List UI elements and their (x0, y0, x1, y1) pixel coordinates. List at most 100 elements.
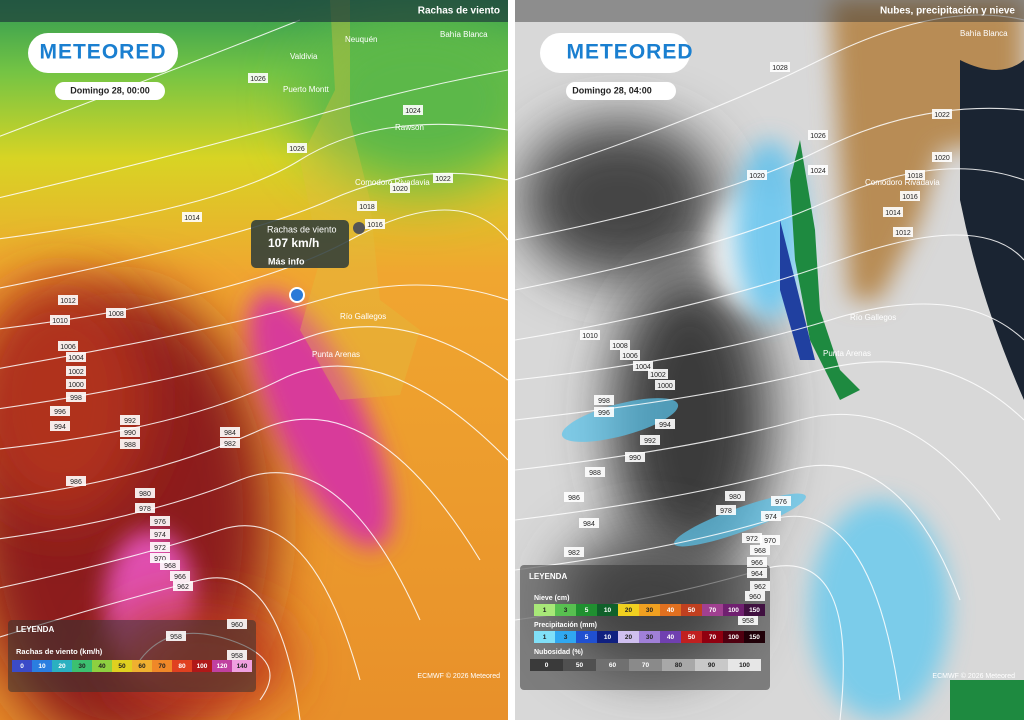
isobar-label: 1012 (60, 298, 76, 305)
isobar-label: 994 (659, 422, 671, 429)
legend-value: 5 (585, 634, 589, 641)
legend-title: LEYENDA (529, 572, 567, 581)
isobar-label-bg (770, 62, 790, 72)
legend-subtitle: Nubosidad (%) (534, 649, 583, 656)
isobar-label: 972 (746, 536, 758, 543)
isobar-label: 1000 (68, 382, 84, 389)
isobar-label-bg (747, 568, 767, 578)
legend-swatch (681, 631, 702, 643)
legend-swatch (534, 631, 555, 643)
isobar-label: 1004 (635, 364, 651, 371)
place-label: Río Gallegos (340, 312, 386, 321)
isobar-label-bg (900, 191, 920, 201)
isobar-label: 1016 (902, 194, 918, 201)
isobar-label: 1014 (885, 210, 901, 217)
legend-value: 30 (78, 663, 86, 670)
legend-title: LEYENDA (16, 625, 54, 634)
credit: ECMWF © 2026 Meteored (932, 672, 1015, 680)
isobar-label: 980 (139, 491, 151, 498)
legend-value: 10 (604, 634, 612, 641)
isobar-label: 970 (154, 556, 166, 563)
legend-value: 140 (237, 663, 248, 670)
legend-swatch (597, 631, 618, 643)
isobar-label: 1008 (108, 311, 124, 318)
legend-swatch (639, 604, 660, 616)
isobar-label: 1006 (622, 353, 638, 360)
isobar-label: 1022 (934, 112, 950, 119)
isobar-label-bg (50, 421, 70, 431)
isobar-label-bg (648, 369, 668, 379)
legend-swatch (744, 631, 765, 643)
isobar-label: 996 (54, 409, 66, 416)
isobar-label-bg (357, 201, 377, 211)
isobar-label: 1022 (435, 176, 451, 183)
isobar-label-bg (433, 173, 453, 183)
isobar-label: 960 (231, 622, 243, 629)
isobar-label-bg (893, 227, 913, 237)
legend-value: 80 (178, 663, 186, 670)
isobar-label: 1018 (359, 204, 375, 211)
isobar-label: 968 (754, 548, 766, 555)
isobar-label: 998 (598, 398, 610, 405)
isobar-label: 968 (164, 563, 176, 570)
legend-value: 50 (576, 662, 584, 669)
isobar-label: 966 (174, 574, 186, 581)
isobar-label: 976 (154, 519, 166, 526)
legend-swatch (639, 631, 660, 643)
legend-value: 60 (609, 662, 617, 669)
isobar-label-bg (248, 73, 268, 83)
legend-swatch (563, 659, 596, 671)
isobar-label: 1002 (650, 372, 666, 379)
place-label: Rawson (395, 123, 424, 132)
isobar-label-bg (625, 452, 645, 462)
isobar-label-bg (742, 533, 762, 543)
isobar-label: 958 (170, 634, 182, 641)
isobar-label-bg (716, 505, 736, 515)
logo: METEORED (39, 41, 166, 64)
isobar-label-bg (135, 488, 155, 498)
isobar-label: 982 (224, 441, 236, 448)
isobar-label-bg (579, 518, 599, 528)
isobar-label-bg (106, 308, 126, 318)
legend-value: 100 (739, 662, 750, 669)
legend-value: 100 (728, 634, 739, 641)
isobar-label: 960 (749, 594, 761, 601)
isobar-label-bg (564, 547, 584, 557)
isobar-label-bg (610, 340, 630, 350)
legend-swatch (212, 660, 232, 672)
isobar-label: 988 (589, 470, 601, 477)
isobar-label-bg (585, 467, 605, 477)
isobar-label-bg (135, 503, 155, 513)
legend-value: 50 (688, 607, 696, 614)
legend-value: 60 (138, 663, 146, 670)
isobar-label-bg (932, 109, 952, 119)
isobar-label: 1002 (68, 369, 84, 376)
isobar-label-bg (594, 407, 614, 417)
isobar-label-bg (58, 341, 78, 351)
legend-swatch (555, 604, 576, 616)
legend-swatch (681, 604, 702, 616)
credit: ECMWF © 2026 Meteored (417, 672, 500, 680)
isobar-label: 972 (154, 545, 166, 552)
isobar-label-bg (808, 165, 828, 175)
isobar-label-bg (173, 581, 193, 591)
place-label: Bahía Blanca (960, 29, 1008, 38)
place-label: Punta Arenas (312, 350, 360, 359)
isobar-label: 984 (224, 430, 236, 437)
isobar-label-bg (745, 591, 765, 601)
isobar-label: 980 (729, 494, 741, 501)
legend-value: 10 (604, 607, 612, 614)
isobar-label-bg (655, 380, 675, 390)
isobar-label-bg (150, 542, 170, 552)
legend-swatch (728, 659, 761, 671)
isobar-label: 1024 (405, 108, 421, 115)
legend-value: 80 (675, 662, 683, 669)
legend-swatch (629, 659, 662, 671)
legend-subtitle: Precipitación (mm) (534, 622, 597, 629)
legend-value: 20 (625, 634, 633, 641)
popup-link[interactable]: Más info (268, 256, 305, 266)
legend-swatch (660, 604, 681, 616)
legend-swatch (597, 604, 618, 616)
isobar-label-bg (66, 366, 86, 376)
